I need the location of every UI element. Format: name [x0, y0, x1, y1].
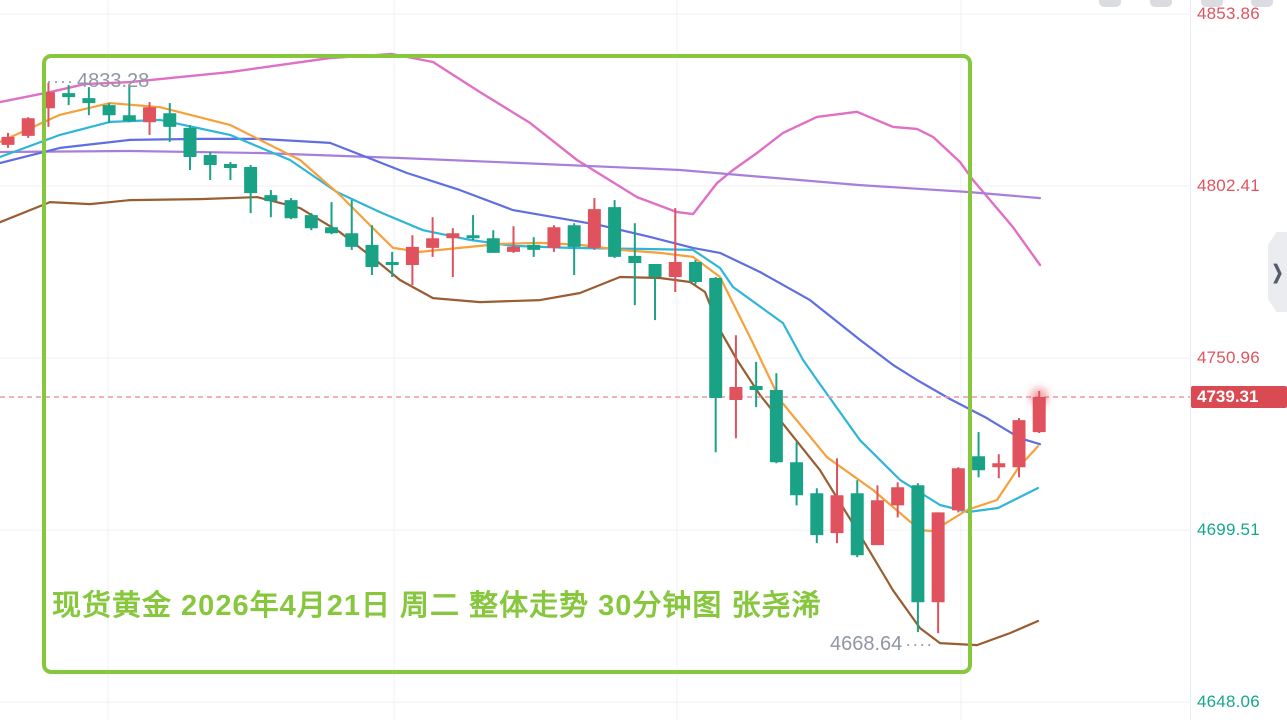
candle-36 — [729, 335, 743, 439]
candle-32 — [648, 264, 662, 321]
expand-panel-tab[interactable]: ❯ — [1268, 232, 1287, 312]
candle-22 — [446, 228, 460, 277]
highlight-box — [42, 54, 972, 674]
candle-0 — [1, 132, 15, 148]
candle-12 — [244, 165, 258, 214]
analyst-note: 现货黄金 2026年4月21日 周二 整体走势 30分钟图 张尧浠 — [52, 590, 822, 622]
y-axis-label: 4699.51 — [1197, 520, 1260, 540]
high-price-value: 4833.28 — [76, 69, 150, 92]
candle-25 — [507, 226, 520, 253]
candle-35 — [709, 277, 723, 453]
current-price-tag: 4739.31 — [1191, 386, 1287, 408]
candle-31 — [628, 223, 642, 306]
candle-39 — [790, 442, 804, 506]
ma-orange-line — [0, 101, 1040, 533]
candle-17 — [345, 200, 359, 250]
price-axis-separator — [1190, 0, 1191, 720]
y-axis-label: 4750.96 — [1197, 348, 1260, 367]
candle-7 — [143, 102, 157, 135]
leader-dots-icon: ···· — [46, 71, 74, 92]
candle-34 — [688, 259, 702, 285]
candle-30 — [608, 200, 622, 258]
candle-44 — [891, 482, 905, 518]
candle-29 — [587, 198, 601, 250]
high-price-annotation: ···· 4833.28 — [46, 70, 149, 93]
candle-18 — [365, 225, 379, 275]
candle-50 — [1012, 418, 1026, 478]
ma-brown-line — [0, 196, 1040, 647]
toolbar-button-partial-icon[interactable] — [1099, 0, 1121, 7]
candle-45 — [911, 483, 925, 633]
ma-purple-line — [0, 149, 1042, 200]
leader-dots-icon: ···· — [905, 634, 934, 655]
y-axis-label: 4853.86 — [1197, 4, 1260, 23]
candle-19 — [385, 251, 399, 277]
candle-38 — [769, 373, 783, 464]
toolbar-button-partial-icon[interactable] — [1150, 0, 1172, 7]
candle-40 — [810, 488, 824, 544]
ma-blue-line — [0, 137, 1042, 446]
candle-42 — [850, 480, 864, 558]
candle-8 — [163, 103, 177, 142]
candle-11 — [223, 162, 237, 180]
candle-24 — [486, 230, 500, 253]
candle-43 — [870, 485, 884, 546]
candle-23 — [466, 215, 480, 241]
toolbar-button-partial-icon[interactable] — [1201, 0, 1223, 7]
ma-cyan-line — [0, 118, 1040, 514]
candle-5 — [102, 103, 116, 123]
y-axis-label: 4648.06 — [1197, 692, 1260, 712]
candle-14 — [284, 198, 298, 220]
y-axis-label: 4802.41 — [1197, 176, 1260, 195]
candle-48 — [972, 432, 986, 478]
candle-13 — [264, 190, 278, 218]
candle-15 — [304, 213, 318, 231]
candle-16 — [325, 202, 339, 235]
ma-magenta-line — [0, 52, 1042, 267]
candle-27 — [547, 225, 561, 252]
toolbar-button-partial-icon[interactable] — [1251, 0, 1273, 7]
candle-41 — [830, 458, 844, 544]
candle-9 — [183, 125, 197, 170]
candle-10 — [203, 152, 217, 180]
candle-20 — [405, 235, 419, 285]
candle-21 — [426, 217, 440, 257]
candle-26 — [527, 237, 541, 257]
candle-47 — [951, 467, 965, 513]
candle-33 — [668, 208, 682, 292]
low-price-annotation: 4668.64 ···· — [830, 633, 933, 656]
candle-6 — [122, 84, 136, 123]
candle-1 — [21, 117, 35, 138]
low-price-value: 4668.64 — [830, 632, 903, 655]
latest-price-glow-icon — [1030, 388, 1049, 406]
candle-46 — [931, 512, 945, 634]
candle-49 — [992, 454, 1006, 479]
candle-4 — [82, 87, 96, 116]
candle-37 — [749, 361, 763, 408]
candle-3 — [62, 85, 76, 106]
chevron-right-icon: ❯ — [1271, 260, 1284, 283]
candle-28 — [567, 223, 581, 275]
